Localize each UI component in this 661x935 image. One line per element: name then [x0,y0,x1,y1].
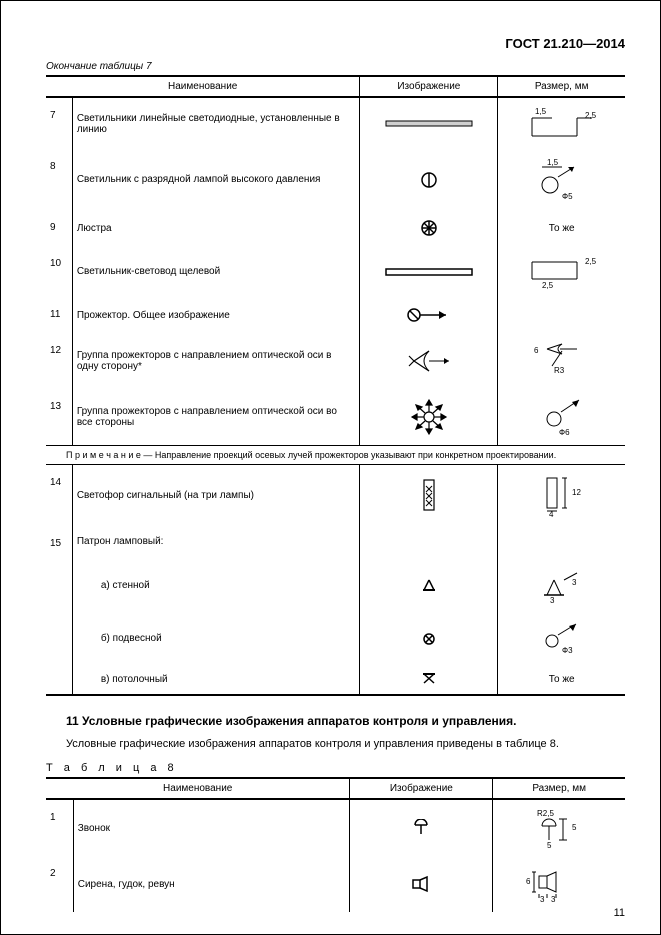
row-name: Группа прожекторов с направлением оптиче… [72,389,360,446]
symbol-projector [360,297,498,333]
row-num: 1 [46,799,73,856]
svg-text:6: 6 [534,346,539,355]
row-num: 12 [46,333,72,389]
dim-15b: Ф3 [498,613,625,664]
symbol-siren [350,856,493,912]
symbol-socket-pendant [360,613,498,664]
table-7: Наименование Изображение Размер, мм 7 Св… [46,75,625,696]
table8-label: Т а б л и ц а 8 [46,762,625,774]
dim-15c: То же [498,664,625,695]
svg-text:5: 5 [547,841,552,848]
row-name: б) подвесной [72,613,360,664]
svg-text:3: 3 [551,895,556,904]
doc-title: ГОСТ 21.210—2014 [46,36,625,51]
section-11-text: Условные графические изображения аппарат… [66,738,625,750]
svg-text:R2,5: R2,5 [537,809,554,818]
svg-text:3: 3 [572,578,577,587]
row-num: 2 [46,856,73,912]
svg-text:12: 12 [572,488,581,497]
dim-13: Ф6 [498,389,625,446]
row-name: Светофор сигнальный (на три лампы) [72,465,360,527]
svg-text:2,5: 2,5 [542,281,554,289]
symbol-socket-ceiling [360,664,498,695]
symbol-socket-wall [360,557,498,613]
row-name: Сирена, гудок, ревун [73,856,350,912]
row-num: 9 [46,210,72,246]
symbol-projector-group-all [360,389,498,446]
svg-text:2,5: 2,5 [585,111,597,120]
dim-8: 1,5 Ф5 [498,149,625,210]
row-num: 10 [46,246,72,297]
row-name: Группа прожекторов с направлением оптиче… [72,333,360,389]
row-name: Патрон ламповый: [72,526,360,557]
svg-text:2,5: 2,5 [585,257,597,266]
dim-10: 2,5 2,5 [498,246,625,297]
dim-11 [498,297,625,333]
dim-12: 6 R3 [498,333,625,389]
col-name-header: Наименование [46,778,350,799]
svg-text:3: 3 [540,895,545,904]
row-num: 11 [46,297,72,333]
svg-text:1,5: 1,5 [547,158,559,167]
table-8: Наименование Изображение Размер, мм 1 Зв… [46,777,625,912]
dim-t8-2: 633 [493,856,625,912]
svg-text:6: 6 [526,877,531,886]
dim-7: 1,5 2,5 [498,97,625,149]
row-name: Звонок [73,799,350,856]
svg-text:Ф3: Ф3 [562,646,573,655]
col-size-header: Размер, мм [498,76,625,97]
row-name: Светильник с разрядной лампой высокого д… [72,149,360,210]
svg-text:Ф5: Ф5 [562,192,573,201]
dim-14: 124 [498,465,625,527]
col-name-header: Наименование [46,76,360,97]
row-name: а) стенной [72,557,360,613]
dim-9: То же [498,210,625,246]
symbol-chandelier [360,210,498,246]
symbol-projector-group-one [360,333,498,389]
col-img-header: Изображение [350,778,493,799]
row-name: Прожектор. Общее изображение [72,297,360,333]
svg-text:Ф6: Ф6 [559,428,570,437]
row-name: в) потолочный [72,664,360,695]
dim-15a: 33 [498,557,625,613]
row-num: 14 [46,465,72,527]
col-img-header: Изображение [360,76,498,97]
section-11-title: 11 Условные графические изображения аппа… [66,714,625,728]
page-number: 11 [614,907,625,919]
dim-t8-1: R2,5 5 5 [493,799,625,856]
svg-text:3: 3 [550,596,555,605]
row-num: 13 [46,389,72,446]
symbol-linear-led [360,97,498,149]
svg-text:1,5: 1,5 [535,107,547,116]
svg-text:5: 5 [572,823,577,832]
col-size-header: Размер, мм [493,778,625,799]
symbol-slot-light [360,246,498,297]
row-num: 7 [46,97,72,149]
row-name: Люстра [72,210,360,246]
page: ГОСТ 21.210—2014 Окончание таблицы 7 Наи… [0,0,661,935]
table7-note: П р и м е ч а н и е — Направление проекц… [46,446,625,465]
row-name: Светильник-световод щелевой [72,246,360,297]
row-name: Светильники линейные светодиодные, устан… [72,97,360,149]
row-num: 8 [46,149,72,210]
row-num: 15 [46,526,72,557]
symbol-discharge-lamp [360,149,498,210]
symbol-bell [350,799,493,856]
table7-caption: Окончание таблицы 7 [46,61,625,72]
svg-text:R3: R3 [554,366,565,375]
symbol-traffic-light [360,465,498,527]
